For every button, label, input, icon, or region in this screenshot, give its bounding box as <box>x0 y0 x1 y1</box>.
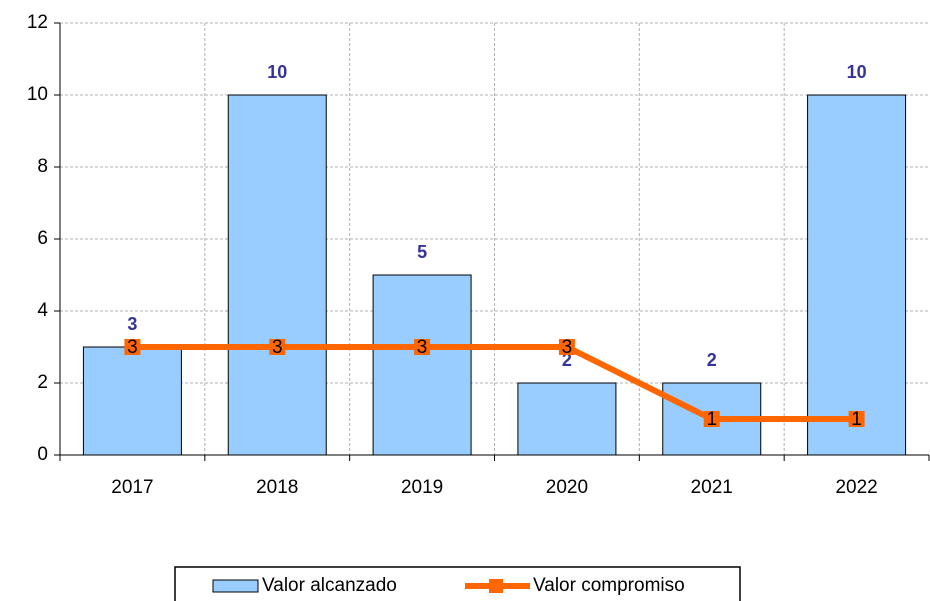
y-tick-label: 4 <box>37 300 48 321</box>
line-value-label: 1 <box>706 409 717 430</box>
bar-value-label: 5 <box>417 242 427 262</box>
line-marker <box>414 339 431 355</box>
y-tick-label: 12 <box>27 12 48 33</box>
bar <box>372 274 472 456</box>
line-value-label: 1 <box>851 409 862 430</box>
line-marker <box>269 339 286 355</box>
bar <box>517 382 617 456</box>
line-marker <box>703 411 720 427</box>
x-tick-label: 2017 <box>111 477 153 498</box>
bar <box>227 94 327 456</box>
line-marker <box>848 411 865 427</box>
x-tick-label: 2021 <box>691 477 733 498</box>
y-tick-label: 0 <box>37 444 48 465</box>
line <box>132 344 857 422</box>
line-value-label: 3 <box>272 337 283 358</box>
line-marker <box>558 339 575 355</box>
bar-value-label: 2 <box>562 350 572 370</box>
bar <box>82 346 182 456</box>
x-tick-label: 2019 <box>401 477 443 498</box>
y-tick-label: 8 <box>37 156 48 177</box>
bar-value-label: 10 <box>267 62 287 82</box>
line-marker <box>124 339 141 355</box>
bar-value-label: 10 <box>847 62 867 82</box>
line-value-label: 3 <box>417 337 428 358</box>
legend-label: Valor compromiso <box>533 575 685 596</box>
legend-swatch <box>212 579 259 593</box>
legend-box <box>174 566 741 601</box>
x-tick-label: 2022 <box>835 477 877 498</box>
bar-value-label: 3 <box>127 314 137 334</box>
line-value-label: 3 <box>127 337 138 358</box>
x-tick-label: 2018 <box>256 477 298 498</box>
line-value-label: 3 <box>562 337 573 358</box>
bar-value-label: 2 <box>707 350 717 370</box>
bar <box>807 94 907 456</box>
legend-marker <box>489 579 503 593</box>
x-tick-label: 2020 <box>546 477 588 498</box>
y-tick-label: 2 <box>37 372 48 393</box>
legend-label: Valor alcanzado <box>262 575 397 596</box>
y-tick-label: 6 <box>37 228 48 249</box>
y-tick-label: 10 <box>27 84 48 105</box>
